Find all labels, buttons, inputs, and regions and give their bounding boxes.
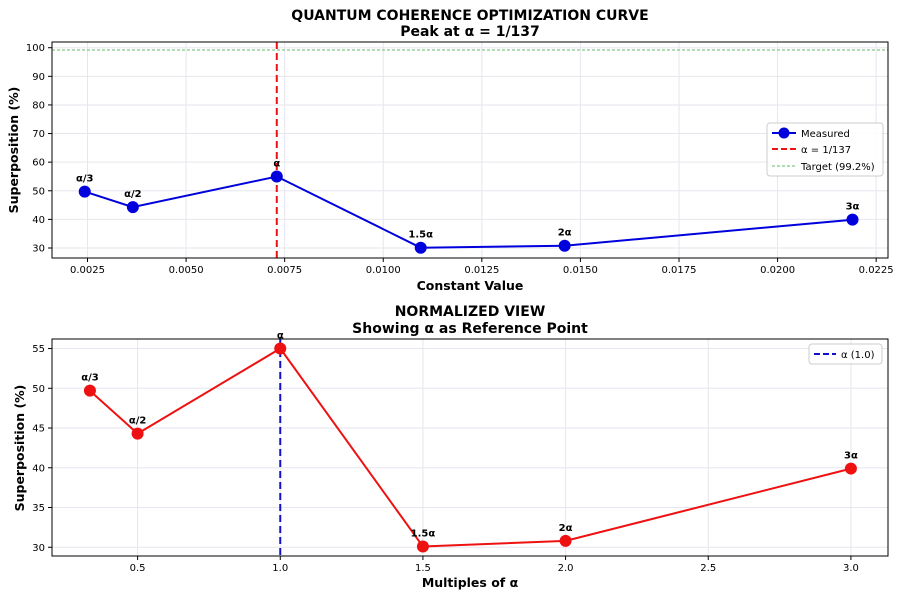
x-tick-label: 0.0025	[70, 265, 105, 276]
data-point-label: 2α	[558, 228, 572, 239]
data-point	[78, 185, 91, 198]
data-point	[414, 241, 427, 254]
series-line	[84, 175, 853, 249]
y-tick-label: 80	[32, 100, 45, 111]
data-point-label: α	[273, 158, 280, 169]
legend-measured-marker	[778, 127, 790, 139]
data-point	[558, 239, 571, 252]
x-tick-label: 1.5	[415, 563, 431, 574]
plot-frame	[51, 338, 889, 557]
legend-entry-target: Target (99.2%)	[800, 162, 875, 173]
data-point-label: α/2	[129, 416, 147, 427]
data-point-label: 1.5α	[408, 230, 433, 241]
data-point-label: 2α	[559, 523, 573, 534]
series-line	[89, 347, 852, 548]
x-tick-label: 0.0150	[563, 265, 598, 276]
data-point-label: α/3	[76, 174, 94, 185]
y-ticks: 30 40 50 60 70 80 90 100	[26, 43, 52, 254]
data-series: α/3 α/2 α 1.5α 2α 3α	[76, 158, 860, 254]
legend-entry-alpha: α = 1/137	[801, 145, 851, 156]
data-point-label: α	[277, 331, 284, 342]
y-tick-label: 100	[26, 43, 45, 54]
data-point-label: 1.5α	[411, 528, 436, 539]
y-tick-label: 30	[32, 543, 45, 554]
x-tick-label: 1.0	[272, 563, 288, 574]
legend: Measured α = 1/137 Target (99.2%)	[766, 122, 884, 177]
legend-box	[766, 122, 884, 177]
plot-frame	[51, 41, 889, 259]
x-axis-label: Multiples of α	[422, 575, 519, 590]
data-point	[274, 342, 287, 355]
y-ticks: 30 35 40 45 50 55	[32, 344, 52, 554]
legend-box	[808, 343, 883, 365]
y-axis-label: Superposition (%)	[12, 385, 27, 512]
legend-entry-alpha: α (1.0)	[841, 350, 875, 361]
y-tick-label: 40	[32, 215, 45, 226]
x-tick-label: 2.0	[558, 563, 574, 574]
x-tick-label: 3.0	[843, 563, 859, 574]
chart-subtitle: Showing α as Reference Point	[352, 321, 588, 337]
x-ticks: 0.5 1.0 1.5 2.0 2.5 3.0	[130, 556, 859, 574]
x-tick-label: 0.5	[130, 563, 146, 574]
data-point	[844, 462, 857, 475]
data-point	[559, 534, 572, 547]
data-point-label: α/2	[124, 189, 142, 200]
y-tick-label: 60	[32, 158, 45, 169]
data-point	[846, 213, 859, 226]
chart-title: QUANTUM COHERENCE OPTIMIZATION CURVE	[291, 8, 648, 24]
data-point	[126, 201, 139, 214]
data-point-label: α/3	[81, 373, 99, 384]
x-tick-label: 0.0175	[662, 265, 697, 276]
data-point	[131, 427, 144, 440]
data-point-label: 3α	[844, 451, 858, 462]
x-tick-label: 0.0225	[859, 265, 894, 276]
y-tick-label: 30	[32, 243, 45, 254]
x-ticks: 0.0025 0.0050 0.0075 0.0100 0.0125 0.0150 0.01…	[70, 258, 894, 276]
legend: α (1.0)	[808, 343, 883, 365]
y-tick-label: 50	[32, 186, 45, 197]
x-tick-label: 0.0100	[366, 265, 401, 276]
legend-entry-measured: Measured	[801, 129, 850, 140]
data-point	[270, 170, 283, 183]
x-tick-label: 0.0125	[464, 265, 499, 276]
x-tick-label: 0.0050	[169, 265, 204, 276]
y-tick-label: 35	[32, 503, 45, 514]
reference-lines	[52, 42, 888, 258]
y-tick-label: 70	[32, 129, 45, 140]
data-point	[83, 384, 96, 397]
y-tick-label: 55	[32, 344, 45, 355]
chart-title: NORMALIZED VIEW	[395, 304, 546, 320]
x-tick-label: 0.0200	[760, 265, 795, 276]
x-tick-label: 0.0075	[267, 265, 302, 276]
y-tick-label: 45	[32, 424, 45, 435]
coherence-curve-panel: QUANTUM COHERENCE OPTIMIZATION CURVE Pea…	[6, 8, 894, 293]
data-series: α/3 α/2 α 1.5α 2α 3α	[81, 331, 858, 553]
y-tick-label: 50	[32, 384, 45, 395]
chart-subtitle: Peak at α = 1/137	[400, 24, 540, 40]
y-tick-label: 40	[32, 463, 45, 474]
y-axis-label: Superposition (%)	[6, 87, 21, 214]
x-axis-label: Constant Value	[417, 278, 524, 293]
data-point-label: 3α	[846, 202, 860, 213]
normalized-view-panel: NORMALIZED VIEW Showing α as Reference P…	[12, 304, 889, 590]
y-tick-label: 90	[32, 72, 45, 83]
data-point	[416, 540, 429, 553]
x-tick-label: 2.5	[700, 563, 716, 574]
